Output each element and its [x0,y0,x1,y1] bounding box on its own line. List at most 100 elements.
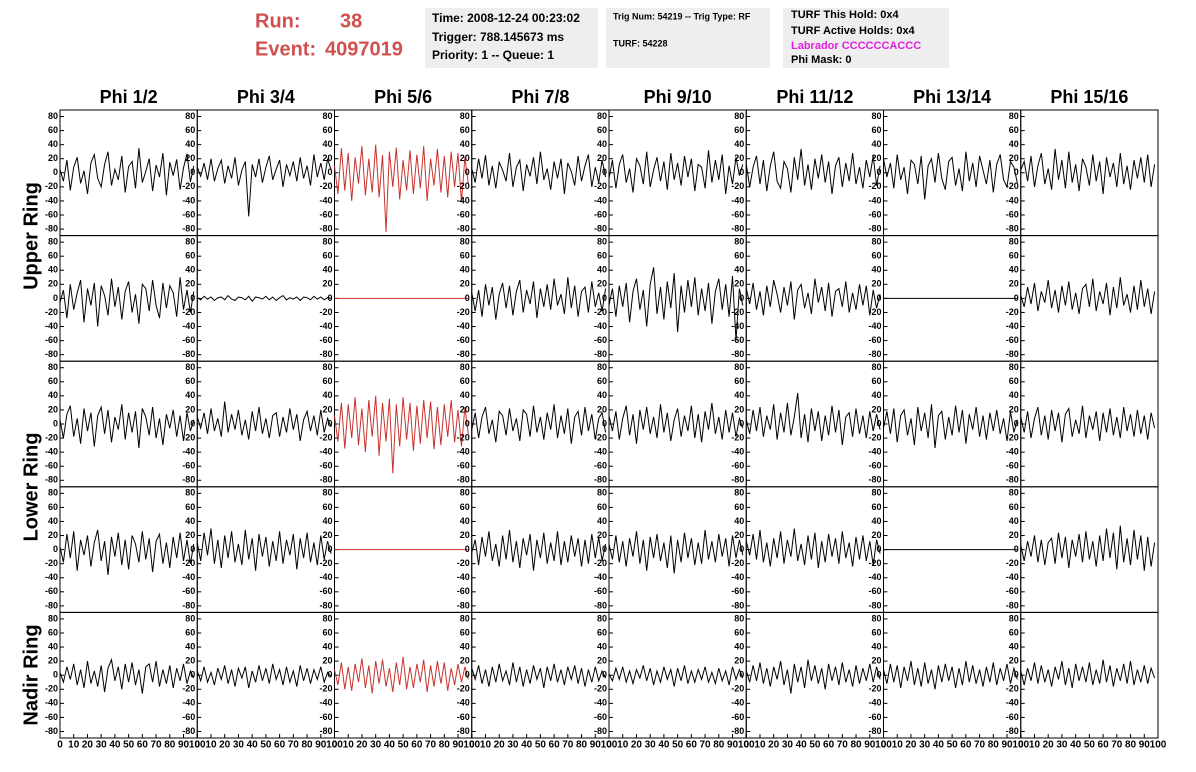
y-tick-label: 20 [322,530,332,540]
y-tick-label: 20 [48,404,58,414]
y-tick-label: -40 [45,195,58,205]
y-tick-label: -40 [731,321,744,331]
y-tick-label: -80 [182,600,195,610]
y-tick-label: -80 [868,223,881,233]
y-tick-label: 40 [597,641,607,651]
y-tick-label: 20 [871,656,881,666]
y-tick-label: -40 [319,321,332,331]
y-tick-label: 40 [322,390,332,400]
y-tick-label: 80 [460,362,470,372]
x-tick-label: 90 [727,740,739,751]
waveform [471,151,607,194]
x-tick-label: 30 [370,740,382,751]
x-tick-label: 100 [463,740,480,751]
y-tick-label: -20 [45,181,58,191]
event-label: Event: [255,38,316,60]
y-tick-label: 40 [1009,516,1019,526]
y-tick-label: -80 [457,223,470,233]
y-tick-label: 0 [190,293,195,303]
y-tick-label: 0 [190,418,195,428]
y-tick-label: -40 [1006,321,1019,331]
x-tick-label: 40 [796,740,808,751]
y-tick-label: 20 [185,656,195,666]
panel-frame [745,109,884,237]
x-tick-label: 90 [452,740,464,751]
y-tick-label: 80 [734,488,744,498]
waveform [883,151,1018,200]
y-tick-label: -40 [868,447,881,457]
y-tick-label: -60 [319,586,332,596]
x-tick-label: 40 [1070,740,1082,751]
y-tick-label: 80 [460,111,470,121]
y-tick-label: -80 [319,223,332,233]
y-tick-label: -60 [182,586,195,596]
waveform [334,144,469,232]
panel-frame [745,360,884,488]
x-tick-label: 20 [905,740,917,751]
y-tick-label: 40 [1009,641,1019,651]
x-tick-label: 30 [782,740,794,751]
y-tick-label: 40 [185,516,195,526]
y-tick-label: -60 [1006,461,1019,471]
y-tick-label: -80 [457,475,470,485]
y-tick-label: -20 [731,558,744,568]
panel-frame [334,360,473,488]
y-tick-label: 20 [1009,404,1019,414]
x-tick-label: 70 [562,740,574,751]
waveform [608,150,744,194]
y-tick-label: 20 [734,656,744,666]
waveform [471,277,607,320]
y-tick-label: 80 [597,362,607,372]
y-tick-label: -20 [731,307,744,317]
x-tick-label: 20 [631,740,643,751]
panel-frame [196,109,335,237]
y-tick-label: -40 [868,698,881,708]
y-tick-label: -60 [868,335,881,345]
y-tick-label: -40 [457,698,470,708]
y-tick-label: 0 [53,544,58,554]
y-tick-label: -40 [731,698,744,708]
y-tick-label: 80 [322,236,332,246]
y-tick-label: -80 [731,475,744,485]
y-tick-label: -80 [45,349,58,359]
y-tick-label: -60 [731,461,744,471]
y-tick-label: 40 [1009,139,1019,149]
panel-frame [59,360,198,488]
y-tick-label: 60 [734,502,744,512]
y-tick-label: -20 [731,432,744,442]
y-tick-label: -80 [594,475,607,485]
column-title: Phi 15/16 [1050,87,1128,107]
y-tick-label: 40 [185,641,195,651]
y-tick-label: -80 [868,475,881,485]
y-tick-label: 0 [739,293,744,303]
y-tick-label: 60 [871,502,881,512]
y-tick-label: -20 [1006,307,1019,317]
y-tick-label: 80 [734,613,744,623]
y-tick-label: 40 [322,641,332,651]
y-tick-label: -80 [182,223,195,233]
y-tick-label: 60 [322,125,332,135]
turf-active: TURF Active Holds: 0x4 [791,25,916,37]
y-tick-label: -60 [457,586,470,596]
y-tick-label: 80 [48,236,58,246]
y-tick-label: 0 [602,167,607,177]
y-tick-label: -40 [731,195,744,205]
y-tick-label: -20 [457,684,470,694]
panel-frame [1020,235,1159,362]
panel-frame [334,109,473,237]
y-tick-label: 40 [48,390,58,400]
y-tick-label: 40 [734,516,744,526]
y-tick-label: 20 [871,530,881,540]
y-tick-label: 60 [597,125,607,135]
y-tick-label: -60 [731,335,744,345]
y-tick-label: -40 [182,195,195,205]
y-tick-label: 20 [460,530,470,540]
y-tick-label: 0 [53,670,58,680]
x-tick-label: 20 [219,740,231,751]
y-tick-label: -20 [319,181,332,191]
y-tick-label: 20 [1009,279,1019,289]
x-tick-label: 20 [82,740,94,751]
column-title: Phi 11/12 [776,87,853,107]
y-tick-label: 0 [1014,544,1019,554]
